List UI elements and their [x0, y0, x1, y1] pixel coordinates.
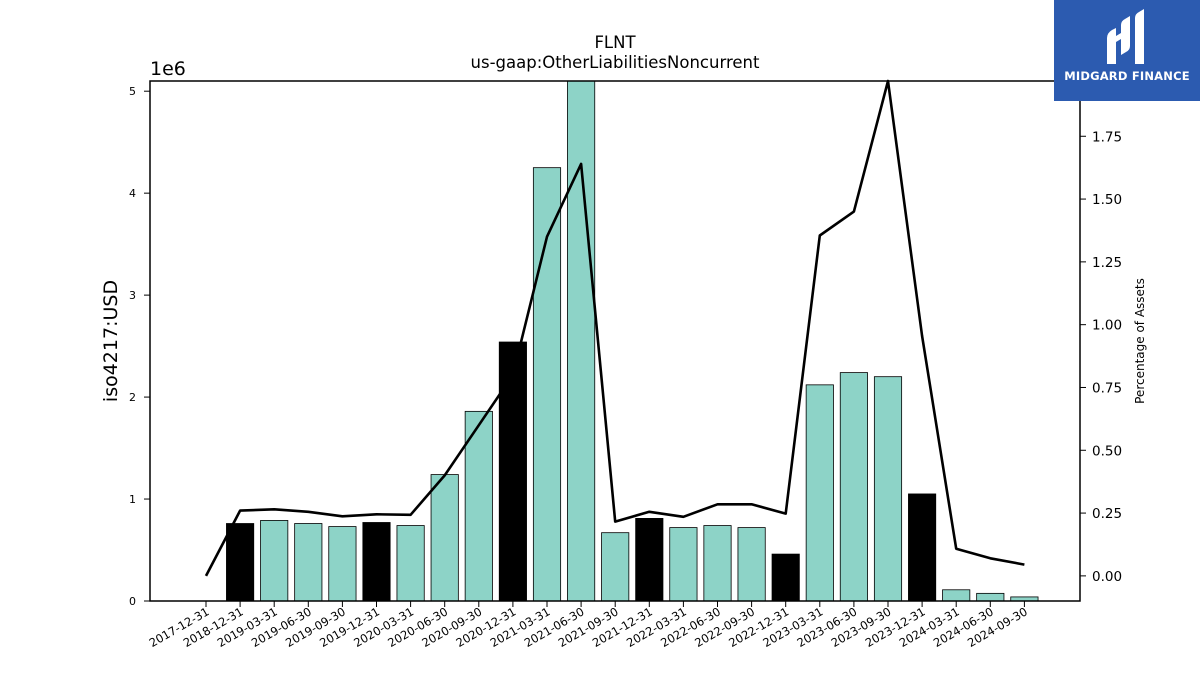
bar-2022-06-30	[703, 525, 732, 602]
right-axis-ticks: 0.00 0.25 0.50 0.75 1.00 1.25 1.50 1.75	[1080, 129, 1122, 585]
bar-2022-03-31	[669, 527, 698, 602]
bar-2021-12-31	[635, 518, 664, 602]
plot-frame	[149, 80, 1081, 602]
bar-2023-09-30	[873, 376, 903, 602]
bar-2019-03-31	[260, 520, 289, 602]
bar-2020-06-30	[430, 474, 459, 602]
y2-tick-label: 1.25	[1092, 255, 1122, 271]
y2-tick-label: 0.75	[1092, 380, 1122, 396]
bar-group	[226, 80, 1039, 602]
y2-tick-label: 1.00	[1092, 318, 1122, 334]
y-tick-label: 1	[129, 493, 136, 506]
bar-2021-09-30	[601, 532, 630, 602]
bar-2020-12-31	[498, 341, 527, 602]
bar-2024-06-30	[976, 592, 1005, 602]
y-offset-label: 1e6	[150, 58, 186, 80]
y2-axis-label: Percentage of Assets	[1133, 278, 1147, 404]
bar-2020-09-30	[464, 410, 493, 602]
bar-2019-09-30	[328, 526, 357, 602]
bar-2019-12-31	[362, 522, 391, 602]
bar-2019-06-30	[294, 523, 323, 602]
bar-2022-12-31	[771, 553, 800, 602]
bar-2018-12-31	[226, 523, 255, 602]
y2-tick-label: 0.00	[1092, 569, 1122, 585]
bar-2021-03-31	[532, 167, 562, 602]
bar-2023-03-31	[805, 384, 834, 602]
x-axis-ticks: 2017-12-312018-12-312019-03-312019-06-30…	[147, 601, 1030, 650]
brand-logo: MIDGARD FINANCE	[1054, 0, 1200, 101]
bar-2023-12-31	[908, 493, 937, 602]
bar-2021-06-30	[567, 80, 596, 602]
midgard-logo-icon	[1107, 9, 1144, 64]
y-tick-label: 5	[129, 85, 136, 98]
chart-subtitle: us-gaap:OtherLiabilitiesNoncurrent	[471, 53, 760, 72]
chart-title: FLNT	[594, 33, 636, 52]
y2-tick-label: 0.50	[1092, 443, 1122, 459]
bar-2020-03-31	[396, 525, 425, 602]
brand-name: MIDGARD FINANCE	[1064, 69, 1190, 83]
y-tick-label: 0	[129, 595, 136, 608]
y2-tick-label: 1.50	[1092, 192, 1122, 208]
y-tick-label: 4	[129, 187, 136, 200]
bar-2022-09-30	[737, 527, 766, 602]
y-tick-label: 2	[129, 391, 136, 404]
y2-tick-label: 0.25	[1092, 506, 1122, 522]
left-axis-ticks: 0 1 2 3 4 5	[129, 85, 150, 608]
bar-2024-03-31	[942, 589, 971, 602]
y-tick-label: 3	[129, 289, 136, 302]
y2-tick-label: 1.75	[1092, 129, 1122, 145]
bar-2023-06-30	[839, 372, 868, 602]
y-axis-label: iso4217:USD	[100, 280, 122, 402]
